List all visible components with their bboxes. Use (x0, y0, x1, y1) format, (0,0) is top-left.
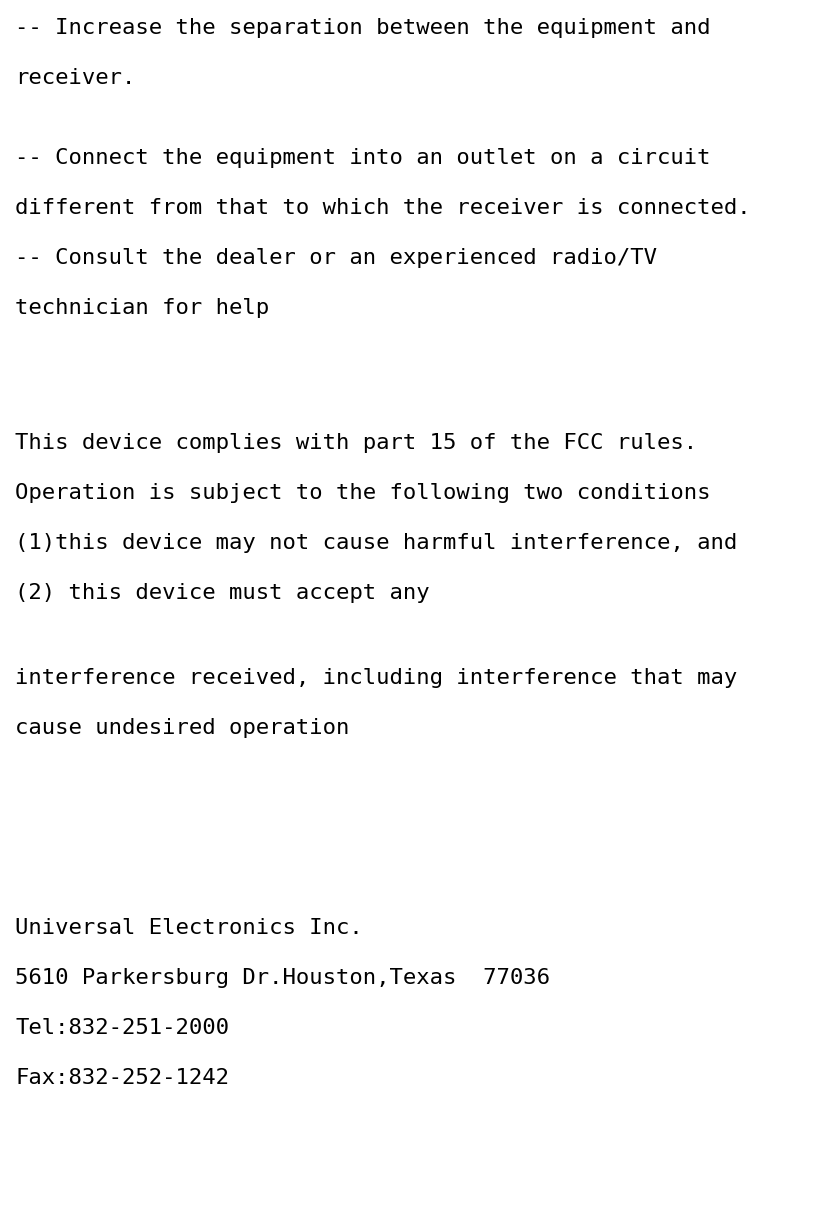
Text: Tel:832-251-2000: Tel:832-251-2000 (15, 1018, 229, 1038)
Text: This device complies with part 15 of the FCC rules.: This device complies with part 15 of the… (15, 433, 697, 453)
Text: cause undesired operation: cause undesired operation (15, 718, 349, 738)
Text: Operation is subject to the following two conditions: Operation is subject to the following tw… (15, 483, 711, 503)
Text: technician for help: technician for help (15, 298, 269, 318)
Text: Universal Electronics Inc.: Universal Electronics Inc. (15, 918, 363, 938)
Text: -- Connect the equipment into an outlet on a circuit: -- Connect the equipment into an outlet … (15, 148, 711, 168)
Text: 5610 Parkersburg Dr.Houston,Texas  77036: 5610 Parkersburg Dr.Houston,Texas 77036 (15, 968, 550, 989)
Text: Fax:832-252-1242: Fax:832-252-1242 (15, 1068, 229, 1088)
Text: different from that to which the receiver is connected.: different from that to which the receive… (15, 198, 751, 218)
Text: -- Consult the dealer or an experienced radio/TV: -- Consult the dealer or an experienced … (15, 248, 657, 267)
Text: interference received, including interference that may: interference received, including interfe… (15, 668, 737, 688)
Text: (2) this device must accept any: (2) this device must accept any (15, 583, 430, 603)
Text: receiver.: receiver. (15, 68, 136, 88)
Text: -- Increase the separation between the equipment and: -- Increase the separation between the e… (15, 18, 711, 38)
Text: (1)this device may not cause harmful interference, and: (1)this device may not cause harmful int… (15, 532, 737, 553)
